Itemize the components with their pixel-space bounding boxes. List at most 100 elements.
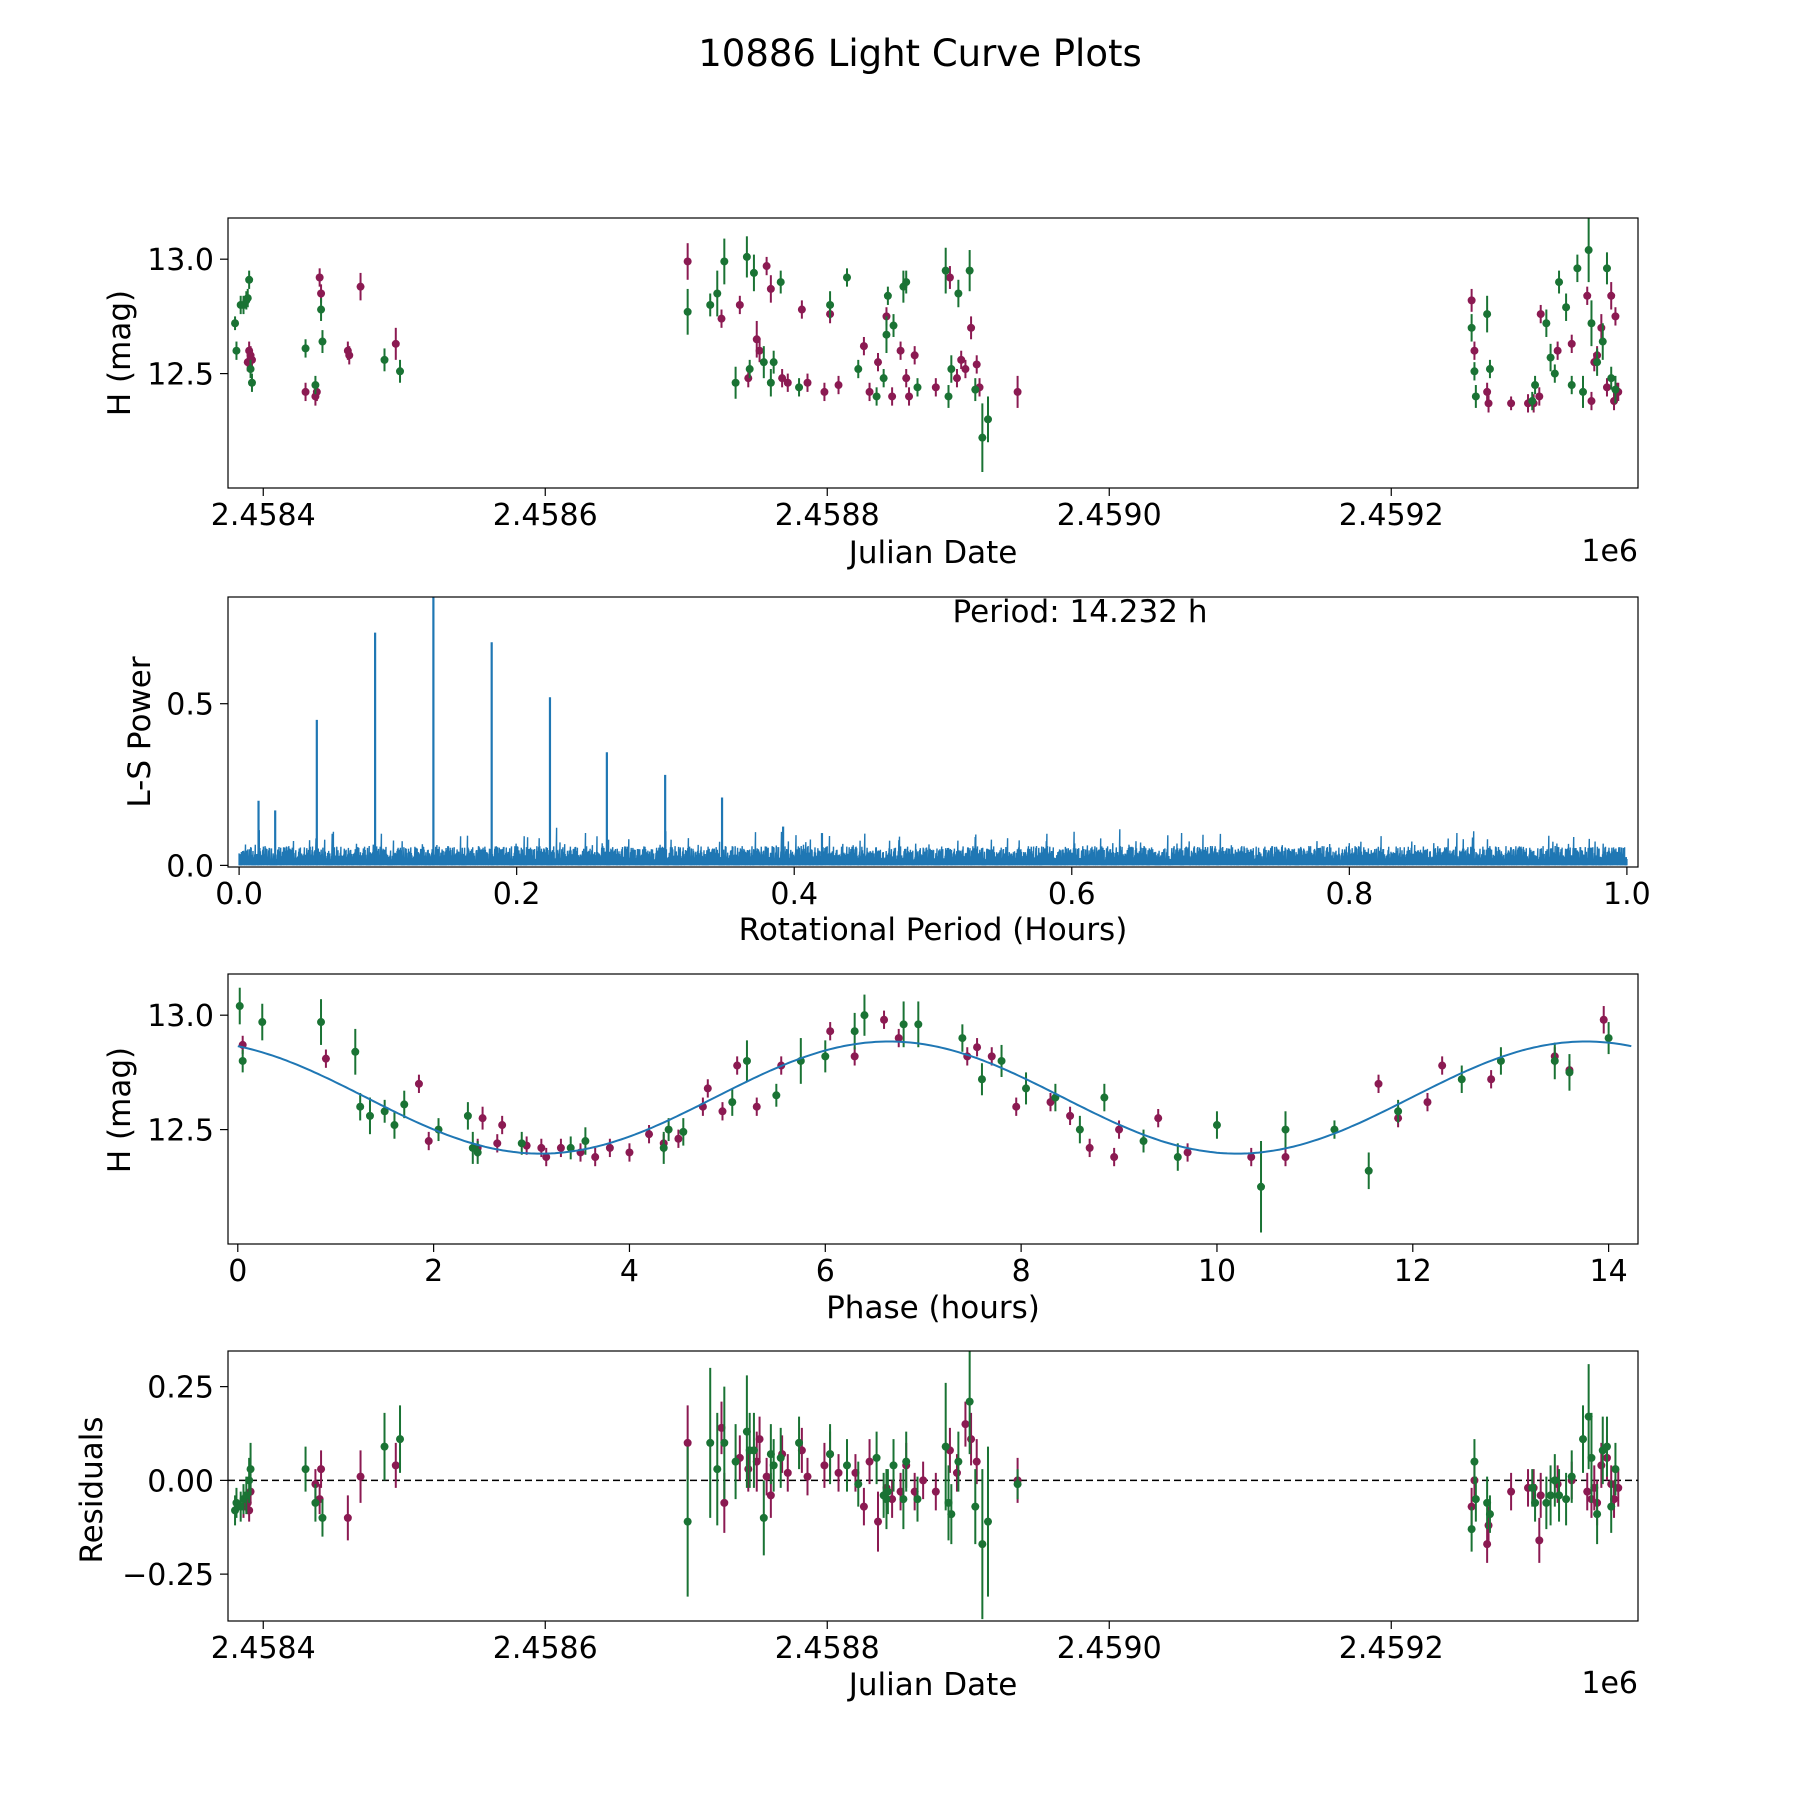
- data-point: [874, 358, 883, 367]
- data-point: [899, 1495, 908, 1504]
- data-point: [795, 1438, 804, 1447]
- data-point: [902, 374, 911, 383]
- data-point: [245, 1476, 254, 1485]
- data-point: [987, 1052, 996, 1061]
- data-point: [1485, 1510, 1494, 1519]
- data-point: [1487, 1075, 1496, 1084]
- data-point: [977, 1075, 986, 1084]
- data-point: [498, 1121, 507, 1130]
- x-tick-label: 0.8: [1325, 877, 1373, 912]
- data-point: [1597, 1461, 1606, 1470]
- data-point: [947, 1510, 956, 1519]
- data-point: [258, 1018, 267, 1027]
- data-point: [1484, 1521, 1493, 1530]
- x-tick-label: 8: [1012, 1254, 1031, 1289]
- data-point: [414, 1079, 423, 1088]
- lightcurve-panel: 2.4584 2.4586 2.4588 2.4590 2.4592 12.5 13.0 J…: [102, 217, 1639, 571]
- data-point: [1536, 1491, 1545, 1500]
- x-tick-label: 10: [1198, 1254, 1236, 1289]
- data-point: [1066, 1111, 1075, 1120]
- data-point: [880, 1015, 889, 1024]
- data-point: [1110, 1153, 1119, 1162]
- data-point: [706, 300, 715, 309]
- data-point: [1562, 1495, 1571, 1504]
- data-point: [762, 1472, 771, 1481]
- y-tick-label: 13.0: [147, 999, 214, 1034]
- data-point: [1546, 353, 1555, 362]
- data-point: [795, 383, 804, 392]
- phased-marks: [235, 987, 1632, 1233]
- data-point: [971, 1502, 980, 1511]
- data-point: [356, 282, 365, 291]
- data-point: [1471, 1495, 1480, 1504]
- data-point: [556, 1143, 565, 1152]
- data-point: [913, 383, 922, 392]
- data-point: [1013, 387, 1022, 396]
- data-point: [879, 374, 888, 383]
- data-point: [783, 1468, 792, 1477]
- periodogram-panel: 0.0 0.2 0.4 0.6 0.8 1.0 0.0 0.5 Period: 14.232 …: [122, 594, 1651, 948]
- data-point: [919, 1476, 928, 1485]
- data-point: [1281, 1153, 1290, 1162]
- data-point: [776, 1453, 785, 1462]
- x-tick-label: 2.4592: [1339, 498, 1444, 533]
- y-tick-label: 12.5: [147, 358, 214, 393]
- y-tick-label: 13.0: [147, 243, 214, 278]
- data-point: [683, 307, 692, 316]
- lightcurve-ticks: 2.4584 2.4586 2.4588 2.4590 2.4592 12.5 13.0: [147, 243, 1444, 533]
- periodogram-xlabel: Rotational Period (Hours): [739, 912, 1128, 948]
- phased-panel: 0 2 4 6 8 10 12 14 12.5 13.0 Phase (hours) H (mag…: [102, 973, 1639, 1326]
- data-point: [1567, 381, 1576, 390]
- data-point: [952, 1468, 961, 1477]
- periodogram-ylabel: L-S Power: [122, 656, 158, 807]
- data-point: [247, 355, 256, 364]
- data-point: [731, 1457, 740, 1466]
- data-point: [493, 1139, 502, 1148]
- data-point: [972, 1457, 981, 1466]
- data-point: [913, 1495, 922, 1504]
- residuals-panel: 2.4584 2.4586 2.4588 2.4590 2.4592 −0.25 0.00 0…: [74, 1350, 1639, 1703]
- data-point: [728, 1098, 737, 1107]
- data-point: [1567, 1472, 1576, 1481]
- data-point: [537, 1143, 546, 1152]
- x-tick-label: 2.4590: [1057, 498, 1162, 533]
- data-point: [842, 273, 851, 282]
- data-point: [1374, 1079, 1383, 1088]
- data-point: [1483, 310, 1492, 319]
- data-point: [1507, 399, 1516, 408]
- data-point: [380, 1107, 389, 1116]
- x-tick-label: 2.4586: [493, 1631, 598, 1666]
- data-point: [1470, 367, 1479, 376]
- data-point: [1507, 1487, 1516, 1496]
- data-point: [625, 1148, 634, 1157]
- data-point: [778, 374, 787, 383]
- data-point: [1611, 1465, 1620, 1474]
- data-point: [1579, 387, 1588, 396]
- fit-curve: [237, 1040, 1632, 1155]
- x-tick-label: 2.4584: [211, 498, 316, 533]
- data-point: [1470, 1457, 1479, 1466]
- data-point: [882, 1495, 891, 1504]
- x-tick-label: 12: [1394, 1254, 1432, 1289]
- data-point: [1553, 346, 1562, 355]
- data-point: [755, 1435, 764, 1444]
- data-point: [1611, 385, 1620, 394]
- x-tick-label: 1.0: [1603, 877, 1651, 912]
- data-point: [1584, 246, 1593, 255]
- x-tick-label: 2: [424, 1254, 443, 1289]
- data-point: [902, 278, 911, 287]
- data-point: [1607, 1502, 1616, 1511]
- data-point: [396, 1435, 405, 1444]
- data-point: [664, 1125, 673, 1134]
- data-point: [965, 266, 974, 275]
- data-point: [1100, 1093, 1109, 1102]
- data-point: [1257, 1182, 1266, 1191]
- data-point: [882, 330, 891, 339]
- data-point: [894, 1034, 903, 1043]
- data-point: [317, 1018, 326, 1027]
- data-point: [1593, 358, 1602, 367]
- data-point: [957, 355, 966, 364]
- data-point: [803, 378, 812, 387]
- data-point: [958, 1034, 967, 1043]
